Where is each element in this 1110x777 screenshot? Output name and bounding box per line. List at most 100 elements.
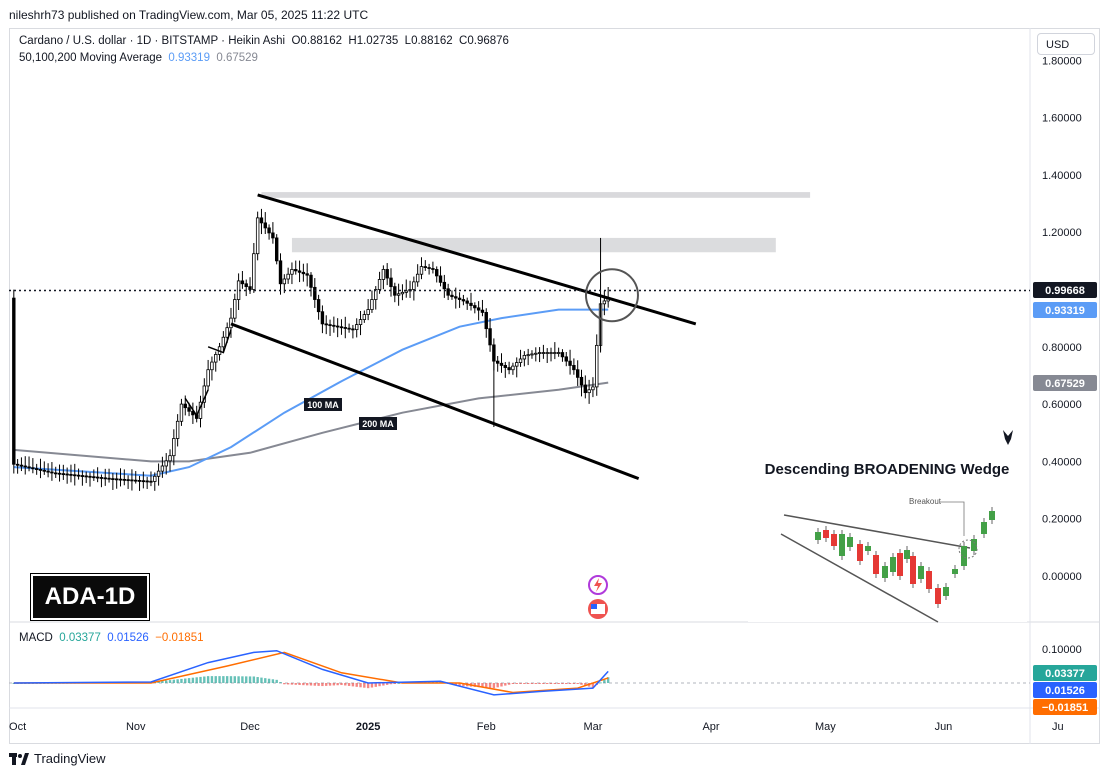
candle-body: [126, 479, 130, 482]
candle-body: [225, 327, 229, 338]
inset-candle-body: [971, 539, 977, 551]
candle-body: [69, 473, 73, 476]
publisher-header: nileshrh73 published on TradingView.com,…: [0, 0, 1110, 28]
close-label: C: [459, 35, 468, 47]
inset-breakout-arrow: [940, 501, 965, 536]
price-tick-label: 0.60000: [1042, 399, 1082, 411]
open-label: O: [291, 35, 301, 47]
macd-hist-bar: [321, 683, 324, 687]
candle-body: [149, 480, 153, 483]
candle-body: [274, 237, 279, 262]
macd-hist-bar: [374, 683, 377, 687]
candle-body: [31, 467, 35, 470]
ma-200-tag: 200 MA: [359, 417, 397, 430]
macd-hist-bar: [481, 683, 484, 688]
candle-body: [461, 299, 466, 302]
macd-label-bg: [1033, 682, 1097, 698]
candle-body: [564, 356, 568, 362]
macd-hist-bar: [248, 676, 252, 683]
price-label-last_price: 0.99668: [1033, 282, 1097, 298]
inset-candle-body: [890, 557, 896, 572]
candle-body: [507, 367, 511, 371]
macd-hist-bar: [328, 683, 332, 686]
candle-body: [267, 227, 271, 234]
ma-200-tag-text: 200 MA: [362, 419, 394, 429]
tradingview-logo-icon: [9, 752, 29, 765]
candle-body: [92, 476, 96, 479]
macd-legend: MACD 0.03377 0.01526 −0.01851: [19, 632, 204, 644]
brand-name: TradingView: [34, 751, 106, 766]
macd-hist-bar: [256, 677, 259, 683]
macd-value-2: 0.01526: [107, 632, 149, 644]
macd-hist-bar: [298, 683, 301, 685]
symbol-title: Cardano / U.S. dollar · 1D · BITSTAMP · …: [19, 35, 286, 47]
macd-hist-bar: [336, 683, 339, 686]
ma-100-tag-bg: [304, 398, 342, 411]
candle-body: [23, 465, 27, 468]
high-label: H: [348, 35, 357, 47]
tradingview-footer[interactable]: TradingView: [9, 751, 106, 766]
wedge-upper-line: [257, 193, 697, 326]
macd-hist-bar: [271, 679, 275, 683]
candle-body: [65, 473, 69, 476]
candle-body: [469, 302, 473, 306]
candle-body: [389, 277, 393, 288]
candle-body: [328, 324, 332, 326]
candle-body: [168, 455, 172, 462]
candle-body: [42, 469, 46, 472]
candle-body: [556, 352, 561, 354]
low-label: L: [404, 35, 412, 47]
price-tick-label: 0.40000: [1042, 456, 1082, 468]
macd-hist-bar: [561, 683, 564, 684]
candle-body: [263, 222, 267, 229]
candle-body: [404, 290, 408, 293]
macd-hist-bar: [473, 683, 477, 687]
time-tick-label: Apr: [702, 721, 719, 733]
candle-body: [309, 274, 313, 288]
candle-body: [175, 420, 180, 439]
inset-lower-line: [780, 533, 939, 623]
signal-line: [13, 651, 609, 694]
macd-hist-bar: [439, 681, 442, 683]
candle-body: [522, 354, 527, 360]
candle-body: [362, 314, 367, 320]
macd-hist-bar: [485, 683, 488, 688]
candle-body: [396, 293, 401, 296]
inset-candle-body: [865, 546, 871, 551]
macd-hist-bar: [553, 683, 557, 684]
macd-hist-bar: [340, 683, 343, 686]
candle-body: [595, 344, 599, 388]
candle-body: [484, 312, 488, 330]
resistance-zone-upper: [261, 192, 811, 198]
candle-body: [591, 386, 595, 391]
candle-body: [442, 281, 447, 290]
candle-body: [511, 365, 515, 371]
macd-hist-bar: [496, 683, 499, 688]
candle-body: [473, 305, 477, 309]
currency-button[interactable]: USD: [1037, 33, 1095, 55]
candle-body: [343, 327, 347, 329]
candle-body: [313, 286, 317, 300]
macd-hist-bar: [397, 682, 400, 684]
inset-candle-body: [989, 511, 995, 520]
price-chart[interactable]: 1.80000 1.60000 1.40000 1.20000 0.80000 0.600…: [9, 28, 1100, 744]
macd-hist-bar: [603, 679, 606, 683]
price-label-ma_gray: 0.67529: [1033, 375, 1097, 391]
candle-body: [495, 360, 500, 364]
macd-hist-bar: [214, 676, 217, 683]
candle-body: [534, 352, 538, 355]
macd-hist-bar: [370, 683, 374, 688]
macd-hist-bar: [366, 683, 370, 689]
candle-body: [183, 403, 187, 409]
time-tick-label: May: [815, 721, 836, 733]
macd-hist-bar: [557, 683, 560, 684]
macd-hist-bar: [542, 683, 545, 684]
macd-hist-bar: [286, 683, 290, 685]
macd-label-text: 0.01526: [1045, 685, 1085, 697]
inset-candle-body: [823, 530, 829, 538]
macd-hist-bar: [515, 683, 518, 684]
candle-body: [385, 269, 389, 279]
macd-hist-bar: [237, 676, 240, 683]
candle-body: [465, 300, 469, 304]
candle-body: [457, 297, 462, 300]
